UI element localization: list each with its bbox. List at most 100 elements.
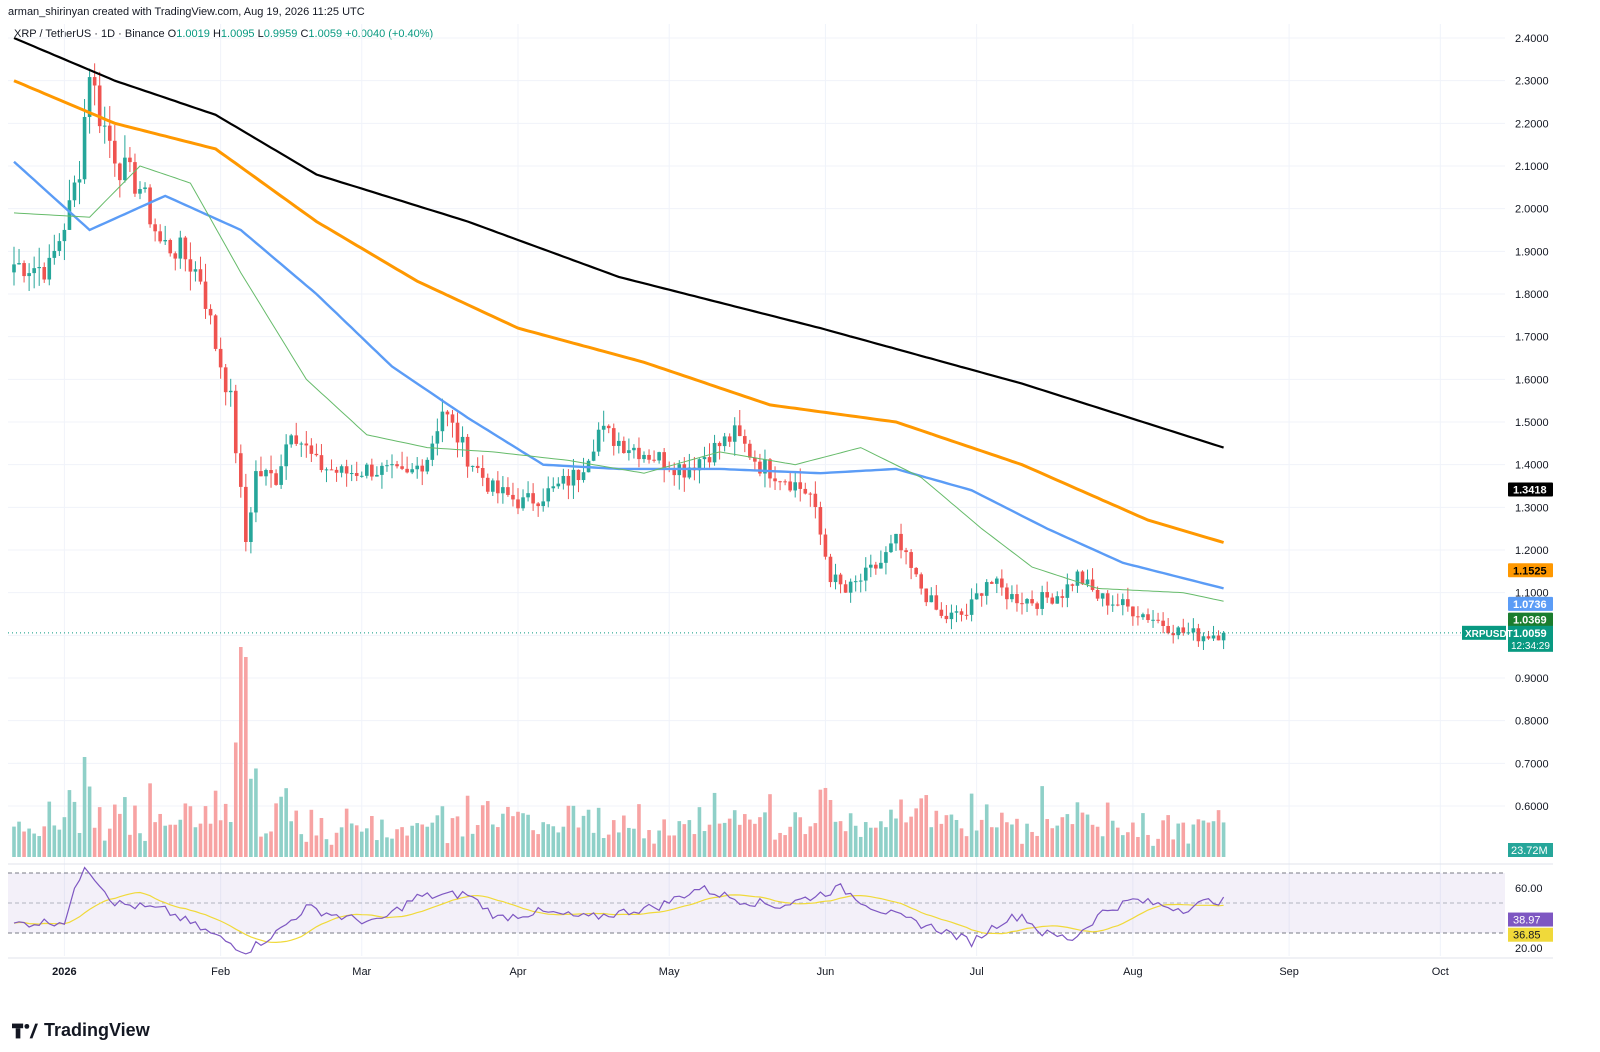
candle-body — [485, 477, 490, 492]
volume-bar — [627, 827, 631, 857]
volume-bar — [919, 798, 923, 857]
candle-body — [228, 390, 233, 393]
volume-bar — [606, 834, 611, 857]
volume-bar — [838, 821, 843, 857]
candle-body — [415, 465, 419, 470]
x-tick-label: Oct — [1432, 966, 1449, 978]
volume-bar — [390, 838, 394, 857]
ma20-badge: 1.0369 — [1513, 615, 1547, 627]
volume-bar — [657, 830, 661, 857]
candle-body — [97, 85, 102, 127]
volume-bar — [1055, 825, 1060, 857]
candle-body — [632, 447, 636, 451]
high-value: 1.0095 — [220, 28, 255, 40]
candle-body — [758, 461, 762, 474]
candle-body — [687, 467, 692, 478]
candle-body — [465, 436, 470, 467]
volume-bar — [354, 825, 359, 857]
candle-body — [611, 428, 616, 446]
volume-bar — [1151, 845, 1155, 857]
volume-bar — [435, 815, 440, 857]
volume-bar — [82, 756, 87, 857]
volume-bar — [153, 822, 157, 857]
candle-body — [954, 611, 959, 613]
volume-bar — [430, 822, 435, 857]
x-tick-label: Apr — [509, 966, 526, 978]
volume-bar — [27, 828, 31, 857]
volume-bar — [1186, 843, 1191, 857]
candle-body — [712, 442, 717, 463]
volume-bar — [344, 808, 349, 857]
candle-body — [848, 581, 853, 593]
volume-bar — [617, 832, 621, 857]
volume-bar — [1191, 824, 1196, 857]
candle-body — [914, 567, 918, 575]
candle-body — [884, 552, 888, 563]
candle-body — [178, 237, 183, 259]
candle-body — [359, 475, 364, 477]
candle-body — [788, 481, 792, 491]
candle-body — [501, 487, 505, 494]
candle-body — [395, 464, 399, 467]
candle-body — [284, 444, 288, 467]
ma100-badge: 1.1525 — [1513, 565, 1547, 577]
candle-body — [1141, 614, 1145, 618]
candle-body — [1171, 633, 1175, 636]
volume-bar — [1015, 818, 1019, 857]
volume-bar — [1201, 820, 1206, 857]
candle-body — [168, 240, 173, 254]
volume-bar — [455, 816, 460, 857]
candle-body — [869, 564, 873, 568]
candle-body — [909, 552, 913, 568]
candle-body — [596, 429, 601, 452]
candle-body — [1216, 635, 1221, 641]
candle-body — [1181, 627, 1186, 633]
candle-body — [37, 267, 41, 269]
rsi-level-label: 60.00 — [1515, 883, 1543, 895]
candle-body — [213, 315, 218, 349]
volume-bar — [1005, 822, 1009, 857]
candle-body — [1015, 594, 1019, 604]
volume-bar — [924, 795, 929, 857]
x-tick-label: Jul — [970, 966, 984, 978]
volume-bar — [385, 837, 389, 857]
volume-bar — [1025, 823, 1029, 857]
candle-body — [1030, 599, 1034, 604]
volume-bar — [254, 768, 258, 857]
tradingview-brand[interactable]: TradingView — [12, 1020, 150, 1041]
volume-bar — [1100, 836, 1105, 857]
volume-bar — [647, 830, 651, 857]
volume-bar — [662, 819, 666, 857]
volume-bar — [470, 833, 475, 857]
candle-body — [254, 471, 258, 513]
candle-body — [450, 414, 455, 423]
candle-body — [949, 612, 954, 620]
volume-bar — [894, 818, 898, 857]
volume-bar — [863, 822, 868, 857]
volume-bar — [989, 827, 994, 857]
candle-body — [803, 488, 808, 494]
y-tick-label: 2.4000 — [1515, 33, 1549, 45]
candle-body — [491, 480, 495, 492]
volume-bar — [1045, 819, 1049, 857]
volume-bar — [652, 843, 656, 857]
volume-bar — [304, 841, 309, 857]
volume-bar — [672, 835, 677, 857]
candle-body — [516, 499, 520, 509]
candle-body — [1151, 619, 1155, 621]
volume-bar — [1105, 802, 1110, 857]
symbol-title[interactable]: XRP / TetherUS · 1D · Binance — [14, 28, 165, 40]
candle-body — [158, 231, 162, 242]
volume-bar — [107, 828, 112, 857]
y-tick-label: 0.8000 — [1515, 716, 1549, 728]
volume-bars — [12, 647, 1226, 857]
volume-bar — [561, 826, 566, 857]
volume-bar — [727, 818, 732, 857]
volume-bar — [264, 833, 268, 857]
candle-body — [470, 465, 475, 467]
candle-body — [531, 493, 535, 504]
candle-body — [410, 469, 414, 473]
candle-body — [1085, 579, 1090, 585]
candle-body — [571, 469, 576, 486]
